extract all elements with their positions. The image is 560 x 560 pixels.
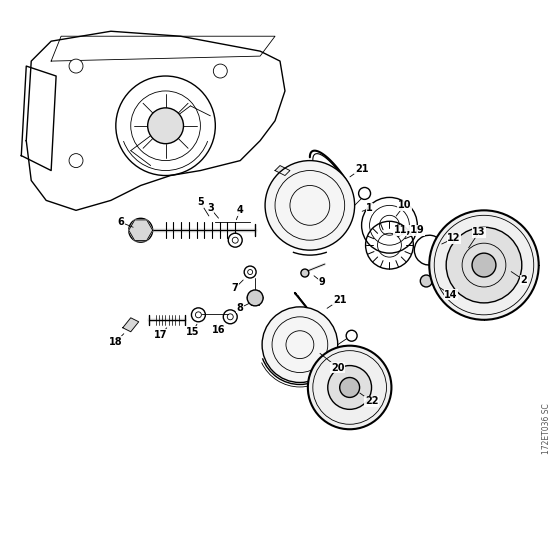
Circle shape	[472, 253, 496, 277]
Text: 21: 21	[333, 295, 347, 305]
Text: 5: 5	[197, 197, 204, 207]
Circle shape	[69, 153, 83, 167]
Text: 16: 16	[212, 325, 225, 335]
Circle shape	[265, 161, 354, 250]
Polygon shape	[275, 166, 290, 175]
Circle shape	[421, 275, 432, 287]
Text: 14: 14	[445, 290, 458, 300]
Circle shape	[69, 59, 83, 73]
Circle shape	[247, 290, 263, 306]
Polygon shape	[51, 36, 275, 61]
Circle shape	[129, 218, 153, 242]
Text: 6: 6	[118, 217, 124, 227]
Circle shape	[262, 307, 338, 382]
Circle shape	[328, 366, 371, 409]
Text: 18: 18	[109, 337, 123, 347]
Circle shape	[244, 266, 256, 278]
Text: 3: 3	[207, 203, 214, 213]
Text: 15: 15	[186, 326, 199, 337]
Polygon shape	[26, 31, 285, 211]
Text: 20: 20	[331, 362, 344, 372]
Text: 11,19: 11,19	[394, 225, 424, 235]
Circle shape	[192, 308, 206, 322]
Ellipse shape	[458, 246, 470, 264]
Circle shape	[301, 269, 309, 277]
Circle shape	[213, 64, 227, 78]
Text: 1: 1	[366, 203, 373, 213]
Polygon shape	[123, 318, 139, 332]
Text: 21: 21	[355, 164, 368, 174]
Text: 12: 12	[447, 233, 461, 243]
Text: 13: 13	[472, 227, 486, 237]
Text: 9: 9	[319, 277, 325, 287]
Text: 172ET036 SC: 172ET036 SC	[542, 403, 551, 454]
Circle shape	[223, 310, 237, 324]
Text: 22: 22	[365, 396, 379, 407]
Circle shape	[346, 330, 357, 341]
Text: 7: 7	[232, 283, 239, 293]
Text: 10: 10	[398, 200, 411, 211]
Circle shape	[358, 188, 371, 199]
Circle shape	[446, 227, 522, 303]
Text: 4: 4	[237, 206, 244, 216]
Circle shape	[228, 233, 242, 247]
Polygon shape	[129, 220, 153, 241]
Text: 17: 17	[154, 330, 167, 340]
Circle shape	[308, 346, 391, 430]
Circle shape	[340, 377, 360, 398]
Text: 2: 2	[520, 275, 527, 285]
Circle shape	[148, 108, 184, 144]
Polygon shape	[21, 66, 56, 171]
Text: 8: 8	[237, 303, 244, 313]
Circle shape	[430, 211, 539, 320]
